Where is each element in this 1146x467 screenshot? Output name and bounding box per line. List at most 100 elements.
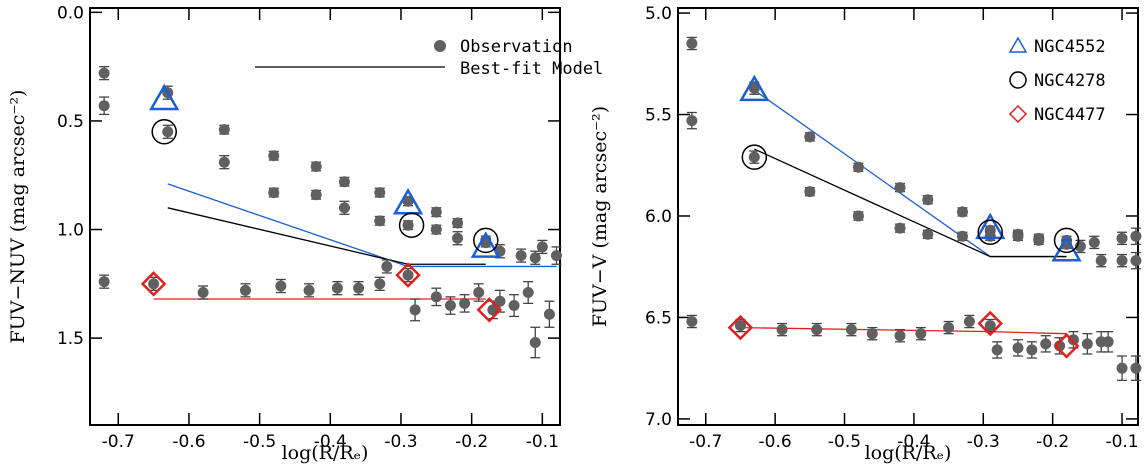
observation-point xyxy=(1130,255,1142,267)
observation-point xyxy=(922,194,934,206)
x-tick-label: -0.4 xyxy=(897,432,930,452)
observation-point xyxy=(1102,336,1114,348)
x-tick-label: -0.5 xyxy=(828,432,861,452)
observation-point xyxy=(338,176,350,188)
observation-point xyxy=(268,187,280,199)
observation-point xyxy=(991,344,1003,356)
observation-point xyxy=(430,224,442,236)
observation-point xyxy=(508,300,520,312)
model-line xyxy=(754,148,1067,258)
observation-point xyxy=(452,217,464,229)
observation-point xyxy=(459,297,471,309)
legend-label: NGC4552 xyxy=(1034,37,1106,57)
observation-point xyxy=(1033,234,1045,246)
y-tick-label: 6.0 xyxy=(645,207,672,227)
x-tick-label: -0.6 xyxy=(759,432,792,452)
galaxy-marker xyxy=(977,310,1003,337)
observation-point xyxy=(218,156,230,168)
galaxy-marker xyxy=(977,219,1003,245)
y-tick-label: 0.5 xyxy=(57,112,84,132)
observation-point xyxy=(852,210,864,222)
observation-point xyxy=(409,304,421,316)
observation-point xyxy=(529,336,541,348)
observation-point xyxy=(444,300,456,312)
observation-point xyxy=(915,328,927,340)
observation-point xyxy=(963,316,975,328)
observation-point xyxy=(748,82,760,94)
observation-point xyxy=(1026,344,1038,356)
y-tick-label: 1.0 xyxy=(57,221,84,241)
observation-point xyxy=(1040,338,1052,350)
y-tick-label: 7.0 xyxy=(645,410,672,430)
observation-point xyxy=(686,316,698,328)
plot-frame xyxy=(89,7,561,426)
observation-point xyxy=(473,287,485,299)
observation-point xyxy=(303,284,315,296)
observation-point xyxy=(402,195,414,207)
observation-point xyxy=(374,278,386,290)
observation-point xyxy=(98,100,110,112)
observation-point xyxy=(811,324,823,336)
observation-point xyxy=(550,250,562,262)
galaxy-marker xyxy=(395,262,421,288)
observation-point xyxy=(430,206,442,218)
legend-symbol xyxy=(1008,36,1028,53)
observation-point xyxy=(402,269,414,281)
x-axis-label: log(R/Rₑ) xyxy=(865,442,952,464)
observation-point xyxy=(452,232,464,244)
x-axis-label: log(R/Rₑ) xyxy=(282,442,369,464)
observation-point xyxy=(894,330,906,342)
galaxy-marker xyxy=(476,297,503,323)
galaxy-marker xyxy=(1053,227,1080,254)
observation-point xyxy=(686,115,698,127)
x-tick-label: -0.4 xyxy=(314,432,347,452)
galaxy-marker xyxy=(140,271,167,297)
legend-label: Best-fit Model xyxy=(460,59,603,79)
observation-point xyxy=(1116,232,1128,244)
observation-point xyxy=(1130,362,1142,374)
observation-point xyxy=(536,241,548,253)
y-tick-label: 5.0 xyxy=(645,4,672,24)
observation-point xyxy=(748,151,760,163)
observation-point xyxy=(543,308,555,320)
observation-point xyxy=(686,38,698,50)
observation-point xyxy=(268,150,280,162)
x-tick-label: -0.5 xyxy=(243,432,276,452)
galaxy-marker xyxy=(473,227,499,254)
observation-point xyxy=(922,228,934,240)
observation-point xyxy=(197,287,209,299)
observation-point xyxy=(374,215,386,227)
observation-point xyxy=(984,230,996,242)
observation-point xyxy=(866,328,878,340)
galaxy-marker xyxy=(1051,234,1082,262)
galaxy-marker xyxy=(727,314,754,341)
observation-point xyxy=(331,282,343,294)
observation-point xyxy=(218,124,230,136)
observation-point xyxy=(894,222,906,234)
x-tick-label: -0.3 xyxy=(384,432,417,452)
observation-point xyxy=(1088,236,1100,248)
galaxy-marker xyxy=(470,231,501,258)
y-tick-label: 6.5 xyxy=(645,308,672,328)
observation-point xyxy=(430,291,442,303)
legend-symbol xyxy=(1009,71,1027,89)
observation-point xyxy=(275,280,287,292)
observation-point xyxy=(381,260,393,272)
legend-symbol xyxy=(434,40,446,52)
observation-point xyxy=(984,320,996,332)
observation-point xyxy=(310,189,322,201)
observation-point xyxy=(522,287,534,299)
observation-point xyxy=(310,161,322,173)
observation-point xyxy=(804,131,816,143)
x-tick-label: -0.7 xyxy=(689,432,722,452)
observation-point xyxy=(1067,334,1079,346)
observation-point xyxy=(956,206,968,218)
observation-point xyxy=(148,278,160,290)
x-tick-label: -0.1 xyxy=(1105,432,1138,452)
legend-label: NGC4278 xyxy=(1034,71,1106,91)
galaxy-marker xyxy=(398,212,425,238)
legend-symbol xyxy=(1008,104,1028,124)
galaxy-marker xyxy=(739,74,770,102)
x-tick-label: -0.2 xyxy=(455,432,488,452)
